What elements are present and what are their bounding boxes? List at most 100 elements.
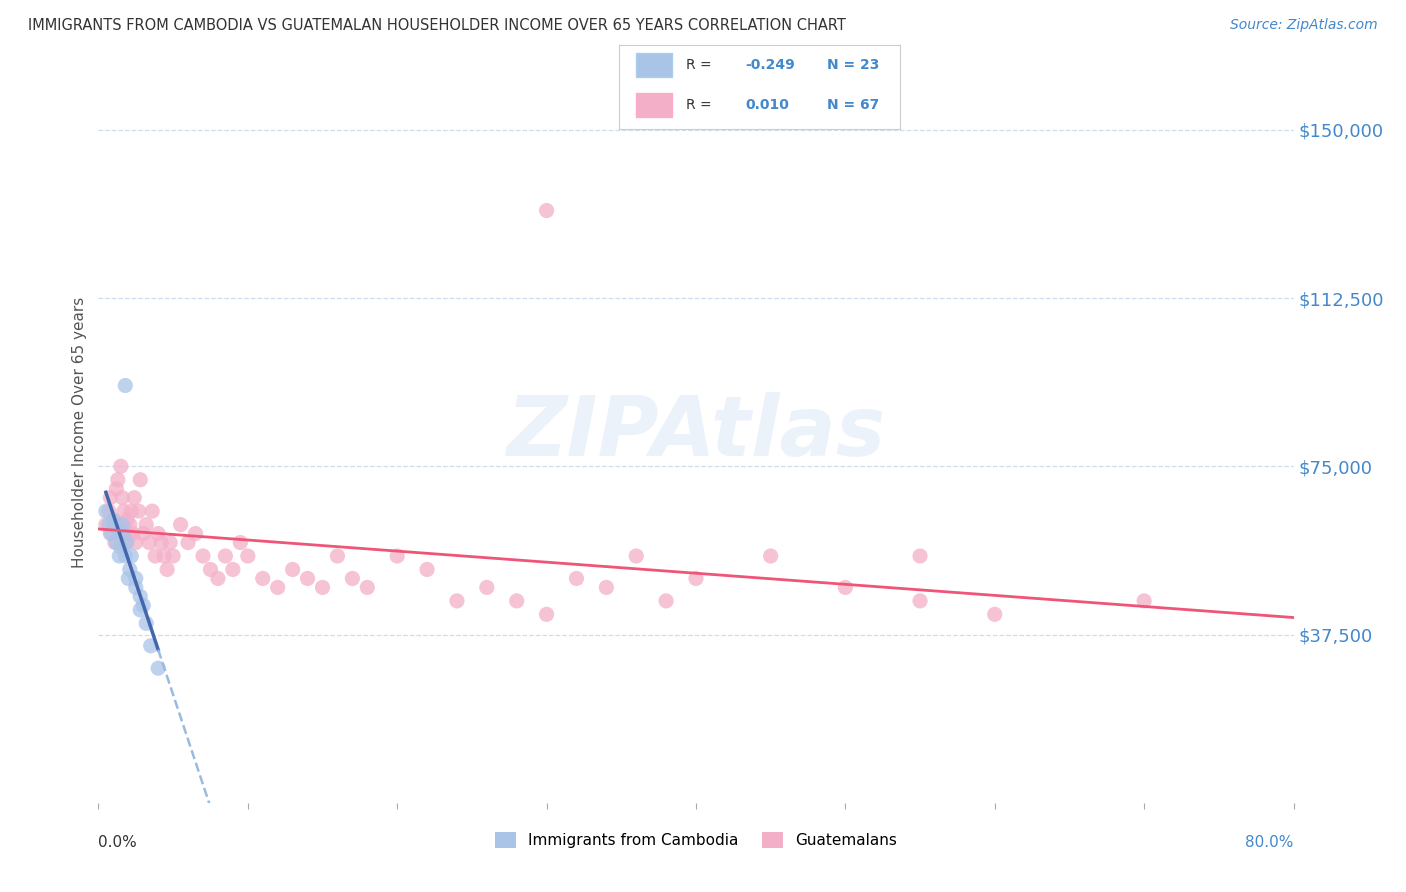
Point <box>446 594 468 608</box>
Point <box>169 517 191 532</box>
Point <box>124 491 146 505</box>
Point <box>120 549 142 563</box>
Point <box>105 482 128 496</box>
Point <box>132 526 155 541</box>
Point <box>162 549 184 563</box>
Y-axis label: Householder Income Over 65 years: Householder Income Over 65 years <box>72 297 87 568</box>
Point <box>139 639 162 653</box>
Point <box>475 581 498 595</box>
Point <box>111 517 134 532</box>
Point <box>108 549 131 563</box>
Point <box>148 526 170 541</box>
Point <box>984 607 1007 622</box>
Text: Source: ZipAtlas.com: Source: ZipAtlas.com <box>1230 18 1378 32</box>
Point <box>105 535 128 549</box>
Point <box>101 526 124 541</box>
Point <box>506 594 529 608</box>
Point <box>107 473 129 487</box>
Point <box>177 535 200 549</box>
Point <box>214 549 236 563</box>
Point <box>98 526 122 541</box>
Point <box>117 526 139 541</box>
Point <box>908 549 931 563</box>
Point <box>114 378 136 392</box>
Point <box>148 661 170 675</box>
Point <box>118 562 141 576</box>
Point <box>159 535 181 549</box>
Point <box>129 603 152 617</box>
Text: R =: R = <box>686 58 716 72</box>
Point <box>236 549 259 563</box>
Point <box>125 571 148 585</box>
Point <box>222 562 245 576</box>
Point <box>143 549 166 563</box>
Point <box>311 581 333 595</box>
Point <box>138 535 160 549</box>
Point <box>104 535 127 549</box>
Point <box>229 535 252 549</box>
Text: 0.0%: 0.0% <box>98 835 138 850</box>
Point <box>191 549 214 563</box>
Point <box>112 526 135 541</box>
Point <box>759 549 782 563</box>
Text: -0.249: -0.249 <box>745 58 794 72</box>
Point <box>342 571 364 585</box>
Point <box>326 549 349 563</box>
Point <box>297 571 319 585</box>
Point <box>385 549 409 563</box>
Point <box>281 562 304 576</box>
Point <box>565 571 588 585</box>
Point <box>103 513 125 527</box>
Text: N = 67: N = 67 <box>827 98 879 112</box>
Bar <box>636 54 672 77</box>
Point <box>112 504 135 518</box>
Point <box>150 535 173 549</box>
Point <box>153 549 176 563</box>
Point <box>129 473 152 487</box>
Point <box>110 459 132 474</box>
Point <box>111 491 134 505</box>
Point <box>117 571 139 585</box>
Text: IMMIGRANTS FROM CAMBODIA VS GUATEMALAN HOUSEHOLDER INCOME OVER 65 YEARS CORRELAT: IMMIGRANTS FROM CAMBODIA VS GUATEMALAN H… <box>28 18 846 33</box>
Text: 80.0%: 80.0% <box>1246 835 1294 850</box>
Point <box>1133 594 1156 608</box>
Text: ZIPAtlas: ZIPAtlas <box>506 392 886 473</box>
Point <box>908 594 931 608</box>
Point <box>184 526 207 541</box>
Point <box>135 517 157 532</box>
Point <box>685 571 707 585</box>
Point <box>114 549 136 563</box>
Point <box>356 581 378 595</box>
Point <box>110 540 132 554</box>
Point <box>536 607 558 622</box>
Text: N = 23: N = 23 <box>827 58 879 72</box>
Point <box>125 581 148 595</box>
Point <box>118 517 141 532</box>
Point <box>252 571 274 585</box>
Point <box>107 522 129 536</box>
Point <box>156 562 179 576</box>
Point <box>655 594 678 608</box>
Point <box>536 203 558 218</box>
Point <box>97 517 120 532</box>
Text: 0.010: 0.010 <box>745 98 789 112</box>
Point <box>125 535 148 549</box>
Point <box>108 517 131 532</box>
Point <box>115 535 138 549</box>
Point <box>200 562 222 576</box>
Point <box>267 581 290 595</box>
Text: R =: R = <box>686 98 716 112</box>
Point <box>129 590 152 604</box>
Point <box>115 513 138 527</box>
Point <box>94 504 117 518</box>
Point <box>121 526 143 541</box>
Bar <box>636 93 672 117</box>
Point <box>141 504 163 518</box>
Point <box>114 535 136 549</box>
Point <box>834 581 856 595</box>
Point <box>135 616 157 631</box>
Point <box>128 504 150 518</box>
Point <box>416 562 439 576</box>
Point <box>103 513 125 527</box>
Point <box>94 517 117 532</box>
